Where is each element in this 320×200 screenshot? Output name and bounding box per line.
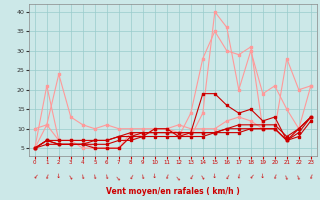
Text: ↓: ↓ [91, 174, 99, 181]
Text: ↓: ↓ [235, 174, 243, 181]
Text: ↓: ↓ [260, 174, 265, 179]
Text: ↓: ↓ [308, 174, 313, 179]
Text: ↓: ↓ [31, 174, 38, 181]
Text: Vent moyen/en rafales ( km/h ): Vent moyen/en rafales ( km/h ) [106, 187, 240, 196]
Text: ↓: ↓ [127, 174, 134, 181]
Text: ↓: ↓ [79, 174, 86, 181]
Text: ↓: ↓ [67, 174, 74, 181]
Text: ↓: ↓ [140, 174, 146, 181]
Text: ↓: ↓ [247, 174, 254, 181]
Text: ↓: ↓ [115, 174, 122, 181]
Text: ↓: ↓ [271, 174, 278, 181]
Text: ↓: ↓ [44, 174, 49, 179]
Text: ↓: ↓ [296, 174, 301, 179]
Text: ↓: ↓ [284, 174, 290, 181]
Text: ↓: ↓ [103, 174, 110, 181]
Text: ↓: ↓ [163, 174, 171, 181]
Text: ↓: ↓ [212, 174, 217, 179]
Text: ↓: ↓ [55, 174, 62, 181]
Text: ↓: ↓ [175, 174, 182, 181]
Text: ↓: ↓ [151, 174, 158, 181]
Text: ↓: ↓ [187, 174, 194, 181]
Text: ↓: ↓ [223, 174, 230, 181]
Text: ↓: ↓ [199, 174, 206, 181]
